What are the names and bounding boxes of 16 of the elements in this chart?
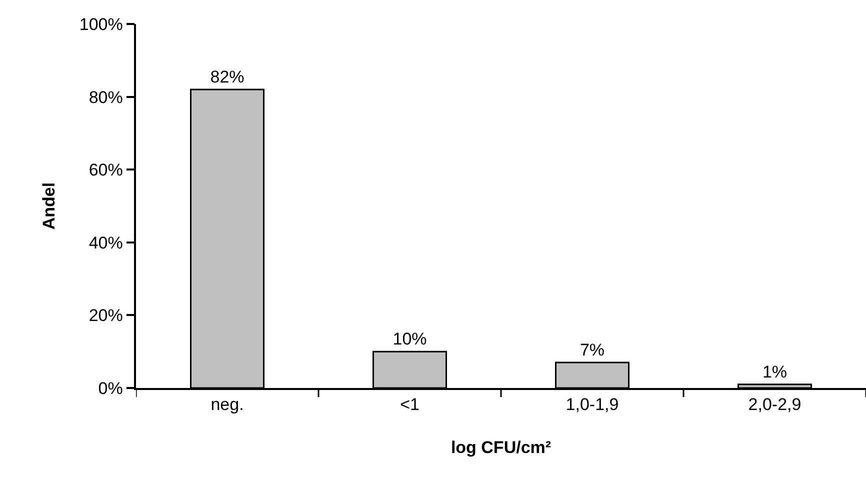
- x-tick-label: 2,0-2,9: [748, 395, 802, 414]
- data-label: 1%: [762, 362, 788, 382]
- data-label: 10%: [392, 330, 427, 349]
- data-label: 7%: [580, 340, 605, 360]
- y-tick-label: 0%: [98, 378, 123, 398]
- y-tick-label: 20%: [88, 306, 123, 326]
- y-tick-label: 80%: [88, 88, 123, 107]
- x-tick-label: neg.: [210, 395, 244, 414]
- y-tick-label: 100%: [79, 14, 123, 34]
- data-label: 82%: [210, 68, 244, 87]
- x-axis-title: log CFU/cm²: [450, 438, 552, 458]
- y-axis-title: Andel: [39, 182, 58, 230]
- x-tick-label: 1,0-1,9: [566, 395, 619, 414]
- y-tick-label: 40%: [88, 233, 123, 252]
- y-tick-label: 60%: [88, 160, 123, 180]
- x-tick-label: <1: [400, 395, 420, 414]
